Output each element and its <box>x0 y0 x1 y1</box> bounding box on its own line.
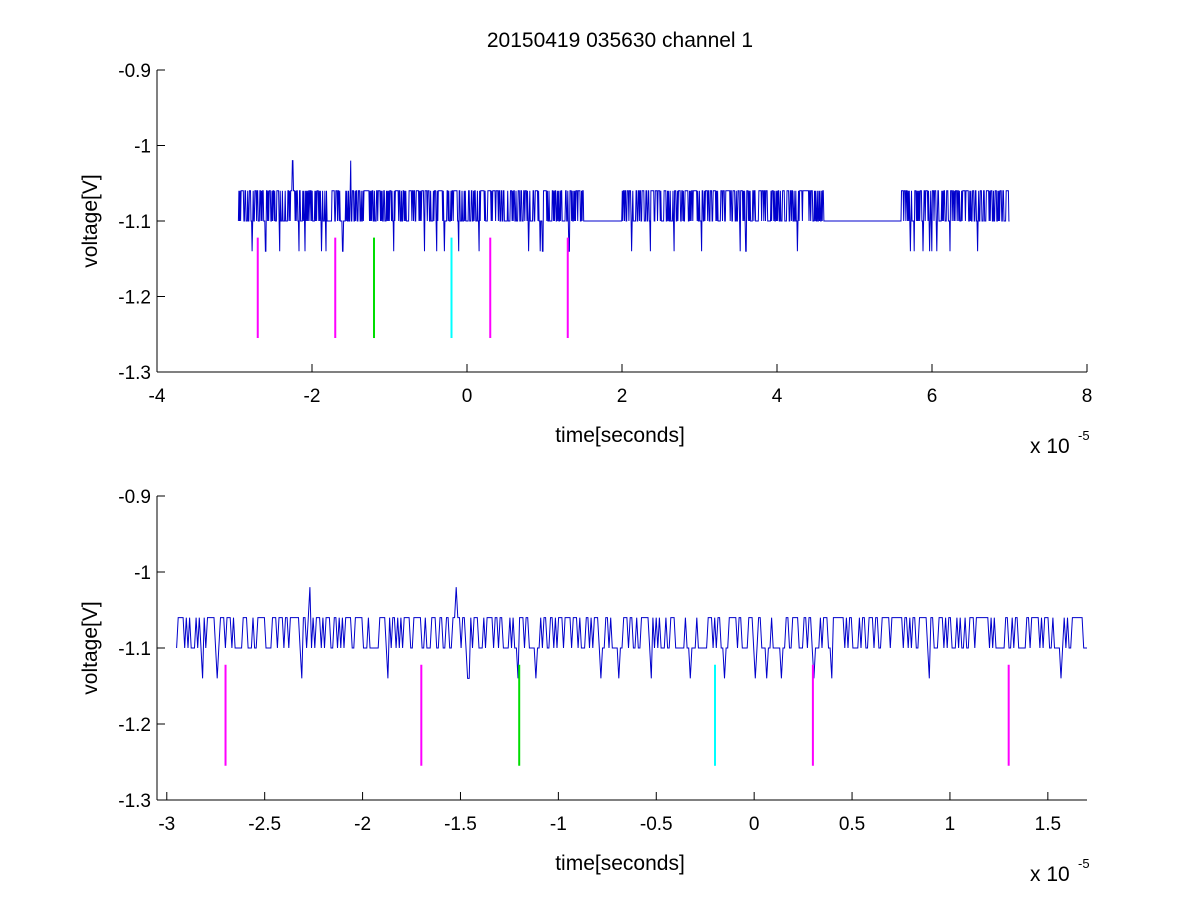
top-x-tick-label: -4 <box>149 386 166 407</box>
top-x-exponent-label: x 10 <box>1030 435 1070 458</box>
bottom-x-exponent-label: x 10 <box>1030 863 1070 886</box>
top-y-tick-label: -1 <box>134 137 151 158</box>
top-x-tick-label: 2 <box>617 386 628 407</box>
bottom-x-tick-label: 1 <box>945 814 956 835</box>
bottom-x-exponent-superscript: -5 <box>1078 856 1090 871</box>
bottom-x-tick-label: -1 <box>550 814 567 835</box>
bottom-x-tick-label: -2.5 <box>248 814 281 835</box>
bottom-y-tick-label: -1.2 <box>118 715 151 736</box>
bottom-x-tick-label: -1.5 <box>444 814 477 835</box>
top-y-tick-label: -0.9 <box>118 61 151 82</box>
bottom-x-tick-label: -0.5 <box>640 814 673 835</box>
bottom-x-tick-label: -3 <box>158 814 175 835</box>
bottom-y-tick-label: -1.3 <box>118 791 151 812</box>
top-x-tick-label: -2 <box>304 386 321 407</box>
top-y-tick-label: -1.3 <box>118 363 151 384</box>
top-y-axis-label: voltage[V] <box>79 174 102 267</box>
bottom-y-tick-label: -1 <box>134 563 151 584</box>
top-x-tick-label: 8 <box>1082 386 1093 407</box>
top-voltage-trace <box>237 160 1010 252</box>
top-x-tick-label: 6 <box>927 386 938 407</box>
top-y-tick-label: -1.2 <box>118 288 151 309</box>
chart-title: 20150419 035630 channel 1 <box>487 29 753 52</box>
bottom-x-tick-label: 0.5 <box>839 814 865 835</box>
bottom-x-tick-label: 0 <box>749 814 760 835</box>
top-y-tick-label: -1.1 <box>118 212 151 233</box>
bottom-voltage-trace <box>176 587 1087 679</box>
top-x-exponent-superscript: -5 <box>1078 428 1090 443</box>
bottom-x-axis-label: time[seconds] <box>555 852 685 875</box>
bottom-chart-panel: -0.9 -1 -1.1 -1.2 -1.3 -3 -2.5 -2 -1.5 -1 -0.5 0 0.5… <box>79 487 1090 886</box>
top-x-tick-label: 0 <box>462 386 473 407</box>
bottom-y-tick-label: -0.9 <box>118 487 151 508</box>
bottom-x-tick-label: -2 <box>354 814 371 835</box>
bottom-y-axis-label: voltage[V] <box>79 601 102 694</box>
top-chart-panel: -0.9 -1 -1.1 -1.2 -1.3-4 -2 0 2 4 6 8 time[seconds]… <box>79 61 1092 458</box>
top-x-tick-label: 4 <box>772 386 783 407</box>
top-x-axis-label: time[seconds] <box>555 424 685 447</box>
bottom-x-tick-label: 1.5 <box>1035 814 1061 835</box>
bottom-y-tick-label: -1.1 <box>118 639 151 660</box>
